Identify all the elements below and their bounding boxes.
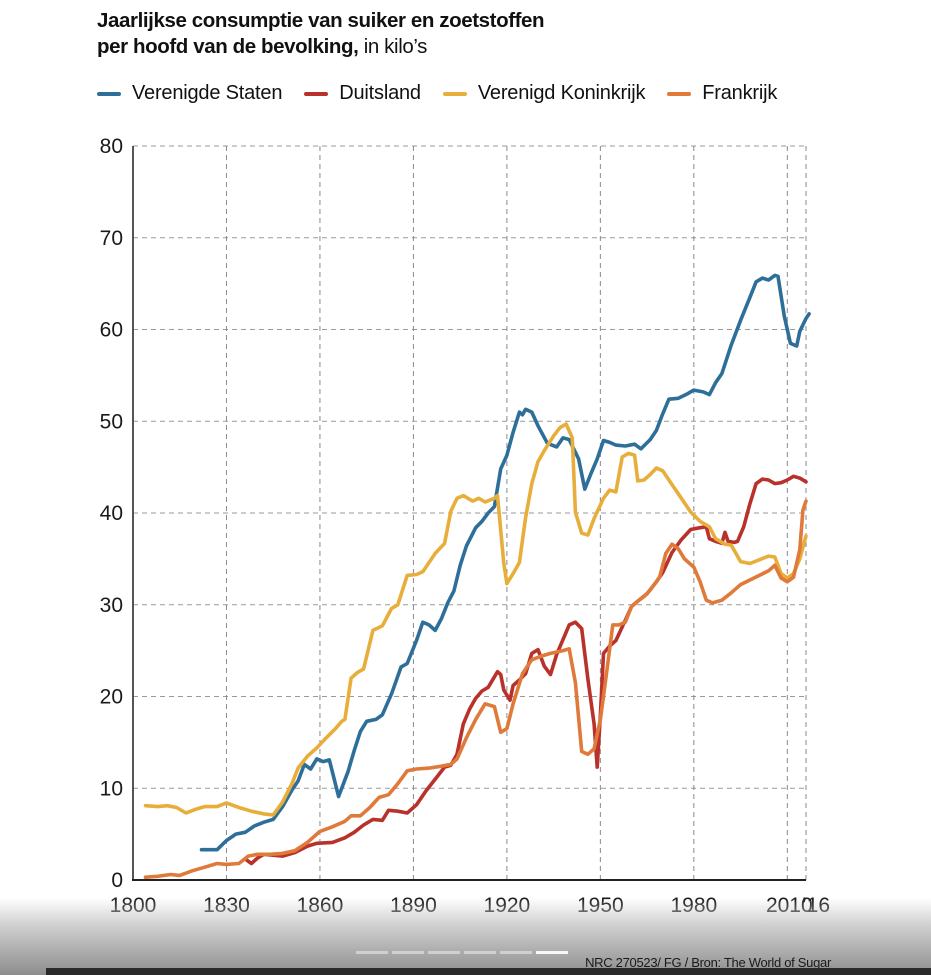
y-tick-label-40: 40 bbox=[100, 502, 123, 525]
legend-swatch-duitsland bbox=[304, 91, 329, 96]
legend-label-duitsland: Duitsland bbox=[339, 82, 421, 104]
legend-label-verenigde-staten: Verenigde Staten bbox=[132, 82, 283, 104]
series-line-frankrijk bbox=[143, 499, 808, 879]
y-tick-label-20: 20 bbox=[100, 686, 123, 709]
x-tick-label-1800: 1800 bbox=[110, 894, 157, 917]
chart-title-line1: Jaarlijkse consumptie van suiker en zoet… bbox=[97, 9, 545, 32]
series-line-verenigd-koninkrijk bbox=[143, 422, 808, 817]
x-tick-label-1890: 1890 bbox=[390, 894, 437, 917]
legend-swatch-verenigd-koninkrijk bbox=[442, 91, 467, 96]
series-lines bbox=[143, 273, 811, 879]
y-tick-label-60: 60 bbox=[100, 319, 123, 342]
series-line-duitsland bbox=[243, 474, 808, 866]
series-line-verenigde-staten bbox=[199, 273, 811, 852]
chart-title-unit: in kilo’s bbox=[358, 35, 428, 58]
x-tick-label-1830: 1830 bbox=[203, 894, 250, 917]
y-tick-label-50: 50 bbox=[100, 410, 123, 433]
legend-item-verenigd-koninkrijk: Verenigd Koninkrijk bbox=[442, 82, 646, 105]
x-axis-tick-labels: 1800 1830 1860 1890 1920 1950 1980 2010’16 bbox=[110, 894, 830, 917]
source-credit: NRC 270523/ FG / Bron: The World of Suga… bbox=[585, 955, 831, 970]
slide-indicator-4[interactable] bbox=[464, 951, 496, 954]
y-axis-tick-labels: 0 10 20 30 40 50 60 70 80 bbox=[100, 135, 123, 892]
y-tick-label-80: 80 bbox=[100, 135, 123, 158]
x-tick-label-1950: 1950 bbox=[577, 894, 624, 917]
y-tick-label-30: 30 bbox=[100, 594, 123, 617]
legend-swatch-verenigde-staten bbox=[97, 91, 121, 96]
slide-indicator-2[interactable] bbox=[392, 951, 424, 954]
x-tick-label-16: ’16 bbox=[802, 894, 830, 917]
slide-indicator-6[interactable] bbox=[536, 951, 568, 954]
legend-swatch-frankrijk bbox=[667, 91, 692, 96]
legend-item-verenigde-staten: Verenigde Staten bbox=[97, 82, 282, 105]
chart-title: Jaarlijkse consumptie van suiker en zoet… bbox=[97, 8, 545, 60]
legend-label-verenigd-koninkrijk: Verenigd Koninkrijk bbox=[477, 82, 646, 104]
axes bbox=[132, 146, 806, 881]
slide-indicator-3[interactable] bbox=[428, 951, 460, 954]
legend-item-frankrijk: Frankrijk bbox=[667, 82, 777, 105]
slide-indicator-5[interactable] bbox=[500, 951, 532, 954]
y-tick-label-70: 70 bbox=[100, 227, 123, 250]
x-tick-label-1860: 1860 bbox=[297, 894, 344, 917]
chart-title-line2: per hoofd van de bevolking, bbox=[97, 35, 359, 58]
y-tick-label-0: 0 bbox=[111, 869, 123, 892]
bottom-bar bbox=[46, 968, 931, 975]
slide-pager bbox=[356, 951, 568, 954]
slide-indicator-1[interactable] bbox=[356, 951, 388, 954]
chart-legend: Verenigde Staten Duitsland Verenigd Koni… bbox=[97, 82, 777, 105]
y-tick-label-10: 10 bbox=[100, 777, 123, 800]
legend-item-duitsland: Duitsland bbox=[304, 82, 421, 105]
x-tick-label-1920: 1920 bbox=[484, 894, 531, 917]
grid-lines bbox=[133, 145, 807, 880]
legend-label-frankrijk: Frankrijk bbox=[702, 82, 778, 104]
x-tick-label-1980: 1980 bbox=[670, 894, 717, 917]
